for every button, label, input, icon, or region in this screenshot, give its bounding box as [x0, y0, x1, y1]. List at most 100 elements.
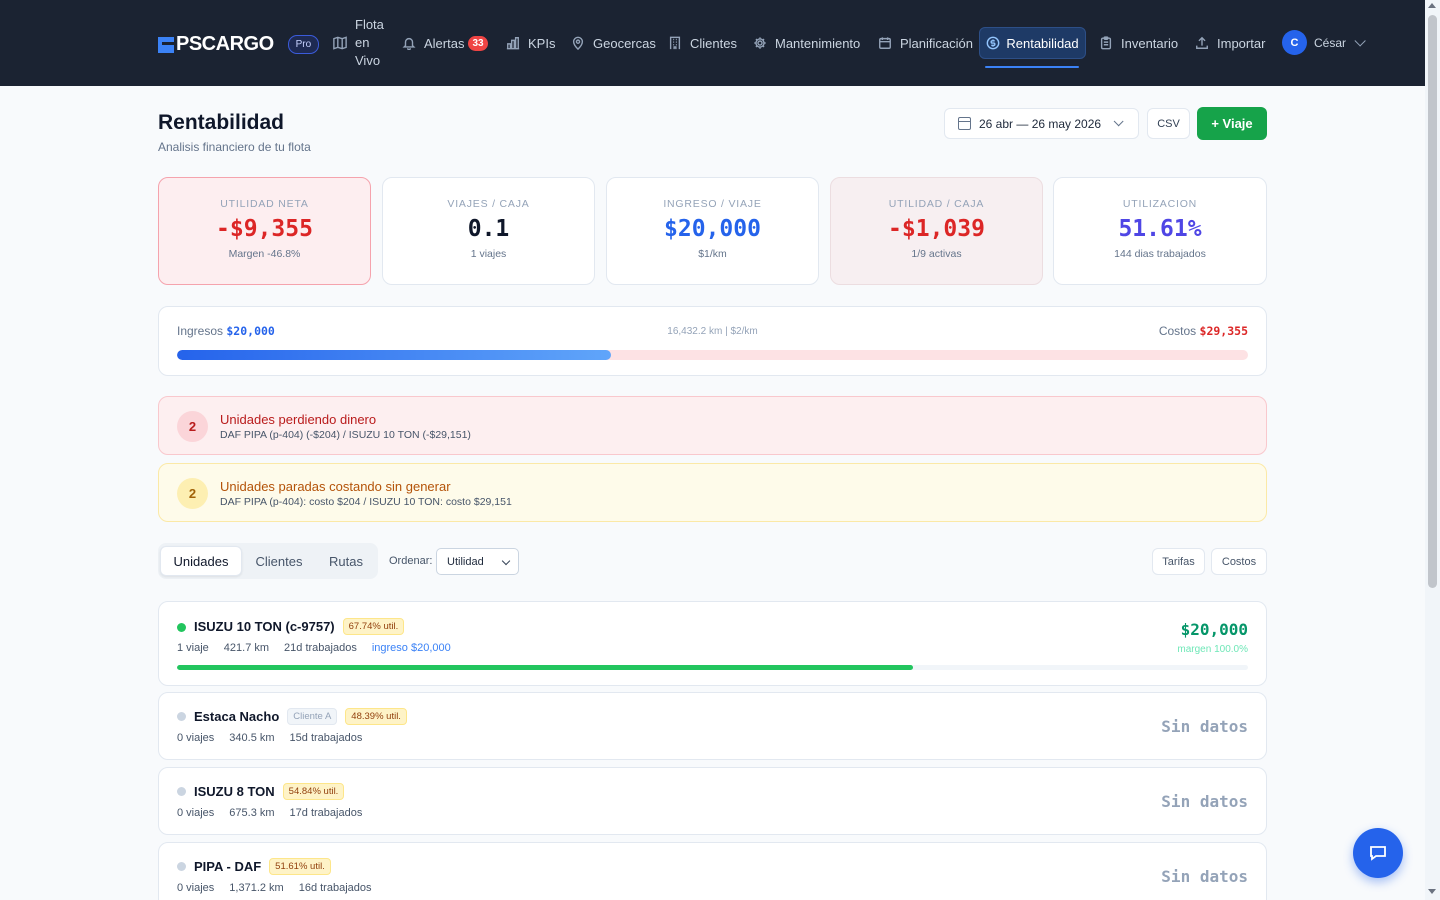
tarifas-button[interactable]: Tarifas — [1152, 548, 1205, 575]
kpi-card-ingreso-viaje: INGRESO / VIAJE $20,000 $1/km — [606, 177, 819, 285]
unit-days: 21d trabajados — [284, 642, 357, 654]
nav-item-label: Rentabilidad — [1006, 35, 1079, 51]
unit-name: ISUZU 8 TON — [194, 784, 275, 799]
unit-days: 15d trabajados — [289, 732, 363, 744]
chat-icon — [1370, 846, 1386, 861]
unit-name-row: ISUZU 10 TON (c-9757) 67.74% util. — [194, 618, 405, 635]
nav-item-geocercas[interactable]: Geocercas — [571, 0, 656, 86]
unit-no-data: Sin datos — [1161, 792, 1248, 811]
nav-item-label: Flota en Vivo — [355, 17, 384, 68]
alert-idle-costing[interactable]: 2 Unidades paradas costando sin generar … — [158, 463, 1267, 522]
alert-losing-money[interactable]: 2 Unidades perdiendo dinero DAF PIPA (p-… — [158, 396, 1267, 455]
avatar: C — [1282, 30, 1307, 55]
unit-trips: 0 viajes — [177, 732, 215, 744]
map-pin-icon — [571, 36, 585, 51]
logo: PSCARGO — [158, 33, 274, 56]
nav-item-rentabilidad[interactable]: Rentabilidad — [979, 27, 1086, 59]
nav-item-label: Importar — [1217, 35, 1266, 51]
kpi-value: 51.61% — [1118, 216, 1202, 242]
gear-icon — [753, 36, 767, 50]
nav-item-clientes[interactable]: Clientes — [668, 0, 737, 86]
unit-name: ISUZU 10 TON (c-9757) — [194, 619, 335, 634]
status-dot — [177, 787, 186, 796]
nav-item-alertas[interactable]: Alertas 33 — [402, 0, 488, 86]
sort-value: Utilidad — [447, 555, 484, 568]
nav-item-planificacion[interactable]: Planificación — [878, 0, 973, 86]
unit-card[interactable]: PIPA - DAF 51.61% util. 0 viajes 1,371.2… — [158, 842, 1267, 900]
revenue-cost-card: Ingresos $20,000 16,432.2 km | $2/km Cos… — [158, 306, 1267, 376]
unit-trips: 0 viajes — [177, 882, 215, 894]
bell-icon — [402, 36, 416, 51]
kpi-value: -$9,355 — [216, 216, 313, 242]
unit-meta: 0 viajes 340.5 km 15d trabajados — [177, 732, 377, 744]
unit-income: ingreso $20,000 — [371, 642, 451, 654]
nav-item-inventario[interactable]: Inventario — [1099, 0, 1178, 86]
income-summary: Ingresos $20,000 — [177, 324, 275, 338]
logo-mark-icon — [158, 36, 174, 53]
brand-name: PSCARGO — [176, 33, 274, 55]
kpi-label: VIAJES / CAJA — [447, 198, 530, 210]
bar-chart-icon — [506, 36, 520, 50]
unit-days: 17d trabajados — [289, 807, 363, 819]
nav-item-flota-en-vivo[interactable]: Flota en Vivo — [333, 0, 395, 86]
unit-days: 16d trabajados — [298, 882, 372, 894]
user-name: César — [1314, 35, 1347, 50]
kpi-card-viajes-caja: VIAJES / CAJA 0.1 1 viajes — [382, 177, 595, 285]
user-menu[interactable]: C César — [1282, 30, 1366, 55]
costos-button[interactable]: Costos — [1211, 548, 1267, 575]
alert-detail: DAF PIPA (p-404): costo $204 / ISUZU 10 … — [220, 496, 512, 508]
unit-amount: $20,000 — [1180, 620, 1248, 639]
chevron-down-icon — [501, 556, 511, 566]
kpi-label: UTILIZACION — [1122, 198, 1198, 210]
scroll-down-arrow-icon[interactable] — [1428, 889, 1436, 894]
income-label: Ingresos — [177, 324, 224, 338]
chevron-down-icon — [1354, 34, 1366, 47]
nav-item-label: Mantenimiento — [775, 35, 861, 51]
kpi-value: $20,000 — [664, 216, 761, 242]
unit-meta: 1 viaje 421.7 km 21d trabajados ingreso … — [177, 642, 466, 654]
map-icon — [333, 36, 347, 50]
unit-trips: 0 viajes — [177, 807, 215, 819]
client-badge: Cliente A — [287, 708, 338, 725]
scrollbar-thumb[interactable] — [1428, 15, 1437, 588]
nav-item-mantenimiento[interactable]: Mantenimiento — [753, 0, 860, 86]
nav-item-label: Clientes — [690, 35, 737, 51]
unit-name: PIPA - DAF — [194, 859, 262, 874]
nav-item-label: Geocercas — [593, 35, 656, 51]
kpi-sub: 144 dias trabajados — [1114, 248, 1206, 260]
unit-progress-bar — [177, 665, 1248, 670]
scroll-up-arrow-icon[interactable] — [1428, 3, 1436, 8]
unit-margin: margen 100.0% — [1177, 644, 1248, 655]
unit-km: 340.5 km — [229, 732, 275, 744]
nav-item-kpis[interactable]: KPIs — [506, 0, 555, 86]
export-csv-button[interactable]: CSV — [1147, 108, 1190, 139]
add-trip-button[interactable]: + Viaje — [1197, 107, 1267, 140]
alert-count-badge: 33 — [468, 35, 488, 51]
date-range-picker[interactable]: 26 abr — 26 may 2026 — [944, 108, 1139, 139]
sort-select[interactable]: Utilidad — [436, 548, 519, 575]
kpi-sub: $1/km — [698, 248, 727, 260]
tab-clientes[interactable]: Clientes — [255, 553, 303, 569]
cost-summary: Costos $29,355 — [1159, 324, 1248, 338]
tab-unidades[interactable]: Unidades — [160, 546, 242, 576]
nav-item-label: Planificación — [900, 35, 973, 51]
kpi-label: UTILIDAD / CAJA — [888, 198, 985, 210]
kpi-value: -$1,039 — [888, 216, 985, 242]
unit-card[interactable]: Estaca Nacho Cliente A 48.39% util. 0 vi… — [158, 692, 1267, 760]
unit-no-data: Sin datos — [1161, 717, 1248, 736]
unit-card[interactable]: ISUZU 8 TON 54.84% util. 0 viajes 675.3 … — [158, 767, 1267, 835]
brand[interactable]: PSCARGO Pro — [158, 33, 320, 56]
chat-button[interactable] — [1353, 828, 1403, 878]
unit-name-row: ISUZU 8 TON 54.84% util. — [194, 783, 345, 800]
kpi-sub: 1/9 activas — [911, 248, 962, 260]
kpi-card-utilizacion: UTILIZACION 51.61% 144 dias trabajados — [1053, 177, 1267, 285]
kpi-card-utilidad-caja: UTILIDAD / CAJA -$1,039 1/9 activas — [830, 177, 1043, 285]
alert-title: Unidades perdiendo dinero — [220, 412, 377, 427]
nav-item-importar[interactable]: Importar — [1195, 0, 1265, 86]
kpi-label: UTILIDAD NETA — [220, 198, 309, 210]
tab-rutas[interactable]: Rutas — [329, 553, 363, 569]
unit-card[interactable]: ISUZU 10 TON (c-9757) 67.74% util. 1 via… — [158, 601, 1267, 686]
status-dot — [177, 862, 186, 871]
kpi-sub: 1 viajes — [470, 248, 507, 260]
unit-trips: 1 viaje — [177, 642, 209, 654]
